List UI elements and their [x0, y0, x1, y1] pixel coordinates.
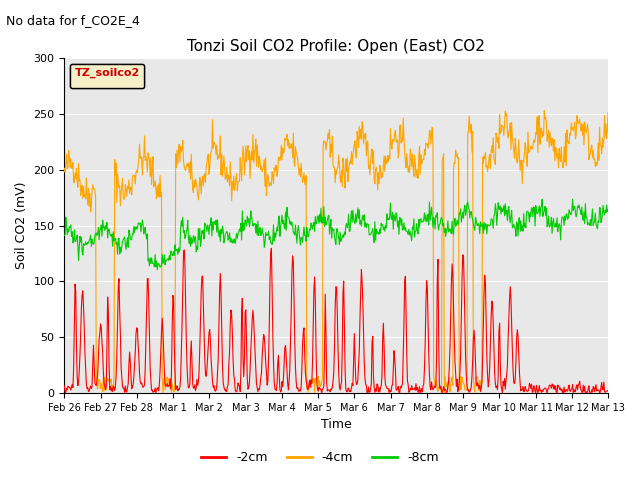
Y-axis label: Soil CO2 (mV): Soil CO2 (mV) [15, 182, 28, 269]
Text: No data for f_CO2E_4: No data for f_CO2E_4 [6, 14, 140, 27]
X-axis label: Time: Time [321, 419, 351, 432]
Title: Tonzi Soil CO2 Profile: Open (East) CO2: Tonzi Soil CO2 Profile: Open (East) CO2 [188, 39, 485, 54]
Legend: -2cm, -4cm, -8cm: -2cm, -4cm, -8cm [196, 446, 444, 469]
Legend:  [70, 63, 144, 88]
